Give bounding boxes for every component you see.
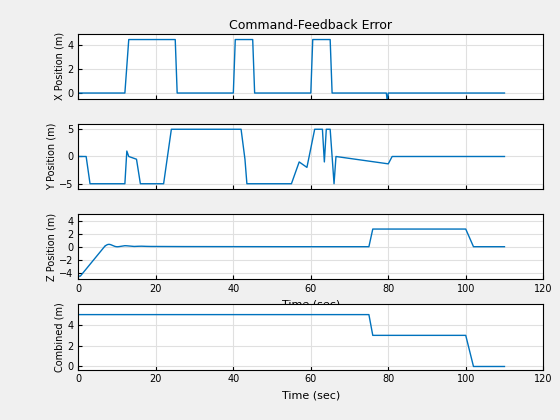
Y-axis label: Combined (m): Combined (m) <box>54 302 64 372</box>
Y-axis label: X Position (m): X Position (m) <box>54 32 64 100</box>
Title: Command-Feedback Error: Command-Feedback Error <box>229 19 393 32</box>
Y-axis label: Y Position (m): Y Position (m) <box>46 123 57 190</box>
X-axis label: Time (sec): Time (sec) <box>282 300 340 310</box>
Y-axis label: Z Position (m): Z Position (m) <box>46 213 57 281</box>
X-axis label: Time (sec): Time (sec) <box>282 390 340 400</box>
